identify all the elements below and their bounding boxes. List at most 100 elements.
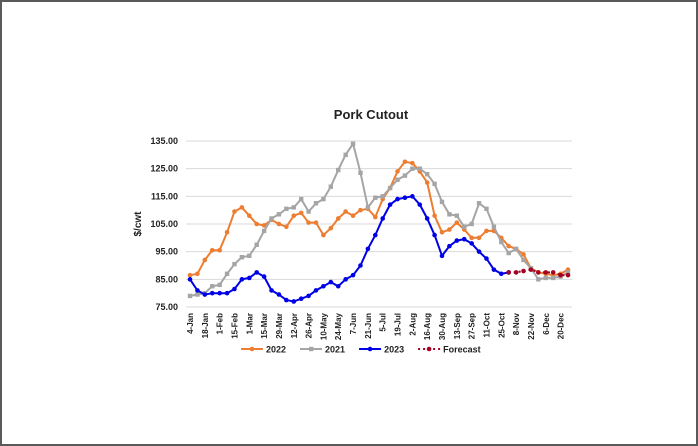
point xyxy=(261,274,267,279)
point xyxy=(217,290,222,296)
point xyxy=(417,202,423,207)
point xyxy=(224,230,230,235)
x-tick-label: 20-Dec xyxy=(557,312,566,339)
point xyxy=(358,263,363,268)
x-tick-label: 2-Aug xyxy=(408,313,417,336)
point xyxy=(365,205,371,210)
point xyxy=(321,283,326,289)
point xyxy=(261,228,267,234)
legend-label: Forecast xyxy=(443,345,481,355)
point xyxy=(439,253,445,259)
point xyxy=(462,224,467,229)
point xyxy=(410,160,415,166)
x-tick-label: 6-Dec xyxy=(542,312,551,334)
point xyxy=(343,209,348,214)
x-tick-label: 5-Jul xyxy=(379,313,388,332)
point xyxy=(402,195,408,201)
point xyxy=(484,206,489,211)
point xyxy=(402,159,408,165)
point xyxy=(276,292,282,297)
x-tick-label: 25-Oct xyxy=(497,313,506,338)
point xyxy=(209,290,215,296)
x-tick-label: 18-Jan xyxy=(201,313,210,338)
point xyxy=(454,213,460,218)
chart-title: Pork Cutout xyxy=(334,107,409,122)
point xyxy=(484,256,489,261)
point xyxy=(380,194,385,199)
point xyxy=(491,267,497,272)
y-tick-label: 95.00 xyxy=(155,247,178,257)
point xyxy=(246,275,252,281)
point xyxy=(432,213,437,218)
point xyxy=(350,272,356,278)
point xyxy=(335,216,341,221)
point xyxy=(335,283,341,289)
x-tick-label: 7-Jun xyxy=(349,313,358,334)
point xyxy=(521,252,526,257)
point xyxy=(365,246,371,252)
point xyxy=(558,272,563,278)
y-tick-label: 135.00 xyxy=(150,136,178,146)
point xyxy=(291,213,297,218)
point xyxy=(373,195,378,200)
point xyxy=(239,255,245,260)
point xyxy=(195,271,200,277)
point xyxy=(217,282,222,288)
point xyxy=(498,271,504,277)
y-tick-label: 75.00 xyxy=(155,302,178,312)
point xyxy=(536,277,541,282)
point xyxy=(239,205,245,210)
point xyxy=(306,293,311,299)
point xyxy=(513,270,519,275)
x-tick-label: 15-Feb xyxy=(230,313,239,339)
point xyxy=(469,241,474,246)
point xyxy=(432,181,437,187)
point xyxy=(254,242,259,247)
point xyxy=(276,221,282,227)
x-tick-label: 10-May xyxy=(319,312,328,340)
point xyxy=(528,267,534,272)
point xyxy=(336,167,341,173)
point xyxy=(565,270,571,275)
point xyxy=(232,286,237,292)
point xyxy=(224,290,230,296)
point xyxy=(209,247,215,253)
point xyxy=(476,201,482,206)
point xyxy=(247,253,252,259)
y-tick-label: 85.00 xyxy=(155,274,178,284)
point xyxy=(321,232,326,238)
x-tick-label: 22-Nov xyxy=(527,312,536,339)
point xyxy=(328,184,334,189)
point xyxy=(476,249,482,254)
x-tick-label: 11-Oct xyxy=(482,313,491,338)
point xyxy=(521,257,526,263)
legend-marker xyxy=(426,346,432,352)
point xyxy=(217,247,222,253)
point xyxy=(536,270,541,275)
point xyxy=(461,236,467,242)
point xyxy=(387,202,393,207)
point xyxy=(232,209,237,214)
x-tick-label: 27-Sep xyxy=(468,313,477,339)
point xyxy=(402,173,408,178)
point xyxy=(210,284,215,289)
point xyxy=(476,235,482,241)
point xyxy=(298,296,304,302)
point xyxy=(269,288,274,293)
x-tick-label: 24-May xyxy=(334,312,343,340)
y-tick-label: 115.00 xyxy=(151,191,178,201)
point xyxy=(432,232,437,238)
series-line xyxy=(189,160,569,277)
point xyxy=(447,212,452,217)
point xyxy=(491,224,497,229)
point xyxy=(291,205,296,210)
point xyxy=(424,172,430,177)
legend-marker xyxy=(309,346,314,352)
point xyxy=(484,228,489,234)
point xyxy=(469,235,474,241)
point xyxy=(298,196,304,202)
point xyxy=(195,288,200,293)
point xyxy=(269,216,274,221)
